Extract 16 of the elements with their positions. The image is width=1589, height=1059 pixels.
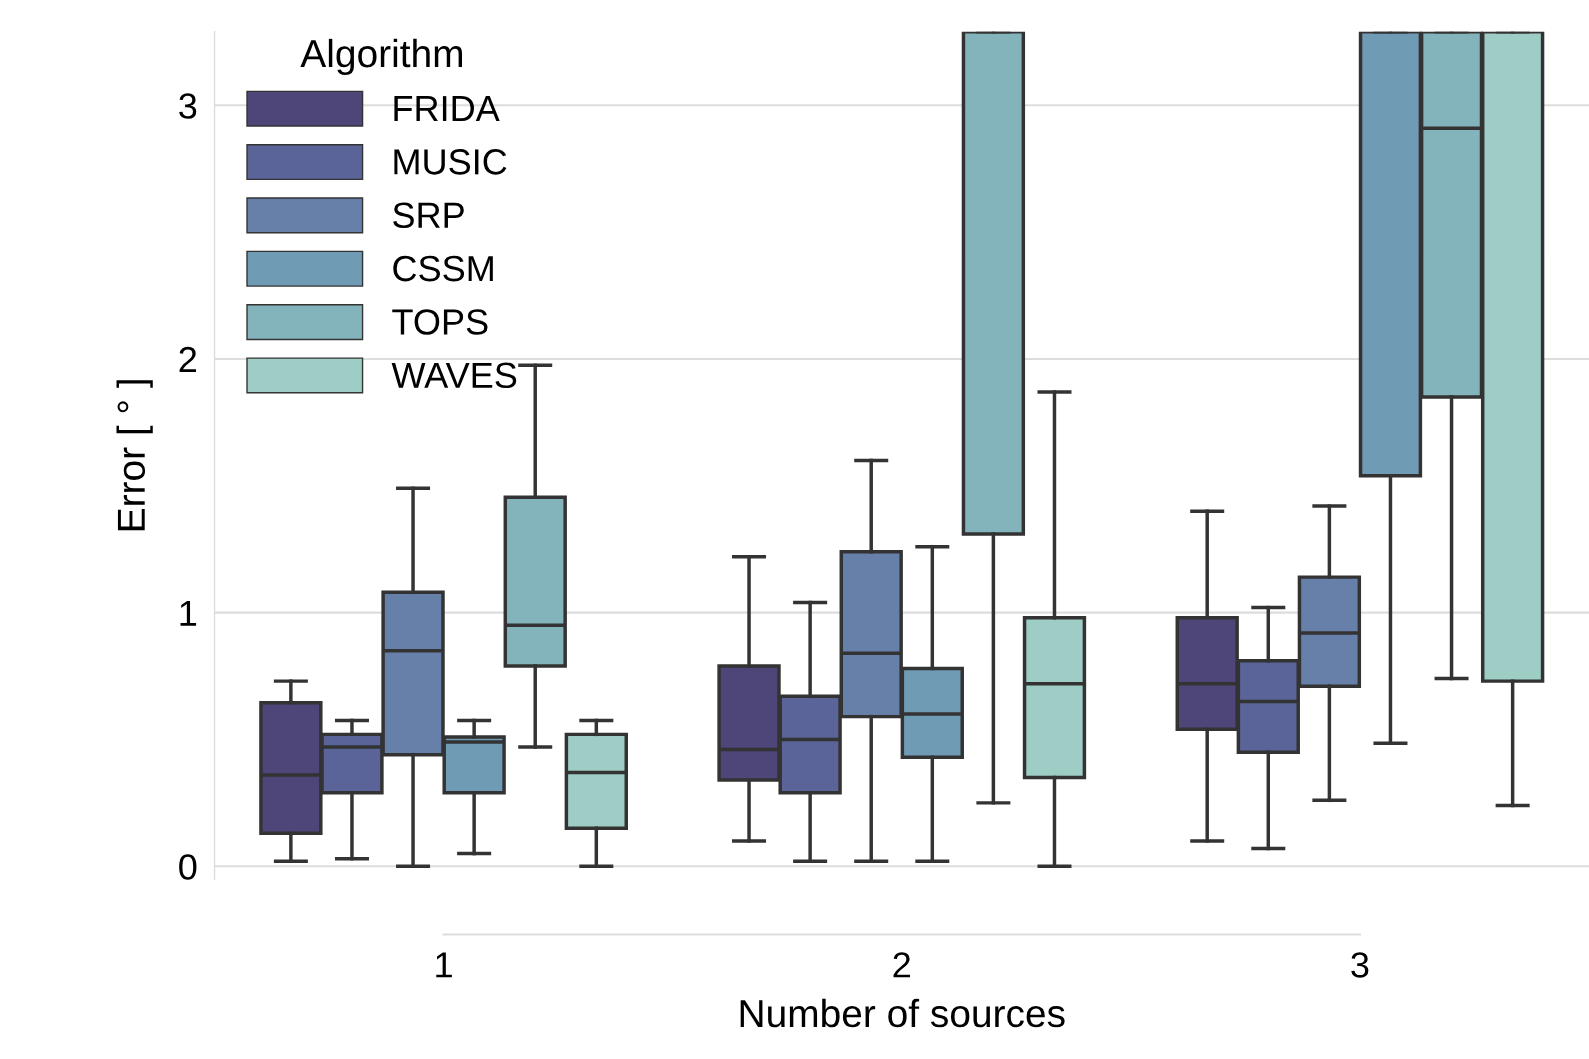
legend-label: MUSIC bbox=[394, 149, 507, 175]
y-axis-title: Error [ ° ] bbox=[116, 380, 153, 531]
legend-label: CSSM bbox=[393, 255, 493, 282]
y-tick-label: 0 bbox=[179, 854, 197, 880]
legend-label: SRP bbox=[393, 202, 464, 229]
legend-label: FRIDA bbox=[394, 96, 500, 121]
x-tick-label: 1 bbox=[436, 952, 452, 978]
x-tick-label: 3 bbox=[1351, 952, 1369, 978]
y-tick-label: 2 bbox=[179, 346, 197, 373]
legend-label: WAVES bbox=[391, 362, 517, 389]
legend-title: Algorithm bbox=[300, 38, 463, 76]
y-tick-label: 3 bbox=[179, 93, 197, 119]
y-tick-label: 1 bbox=[180, 600, 197, 626]
x-tick-label: 2 bbox=[893, 952, 910, 978]
x-axis-title: Number of sources bbox=[740, 998, 1065, 1028]
legend-label: TOPS bbox=[392, 309, 488, 335]
